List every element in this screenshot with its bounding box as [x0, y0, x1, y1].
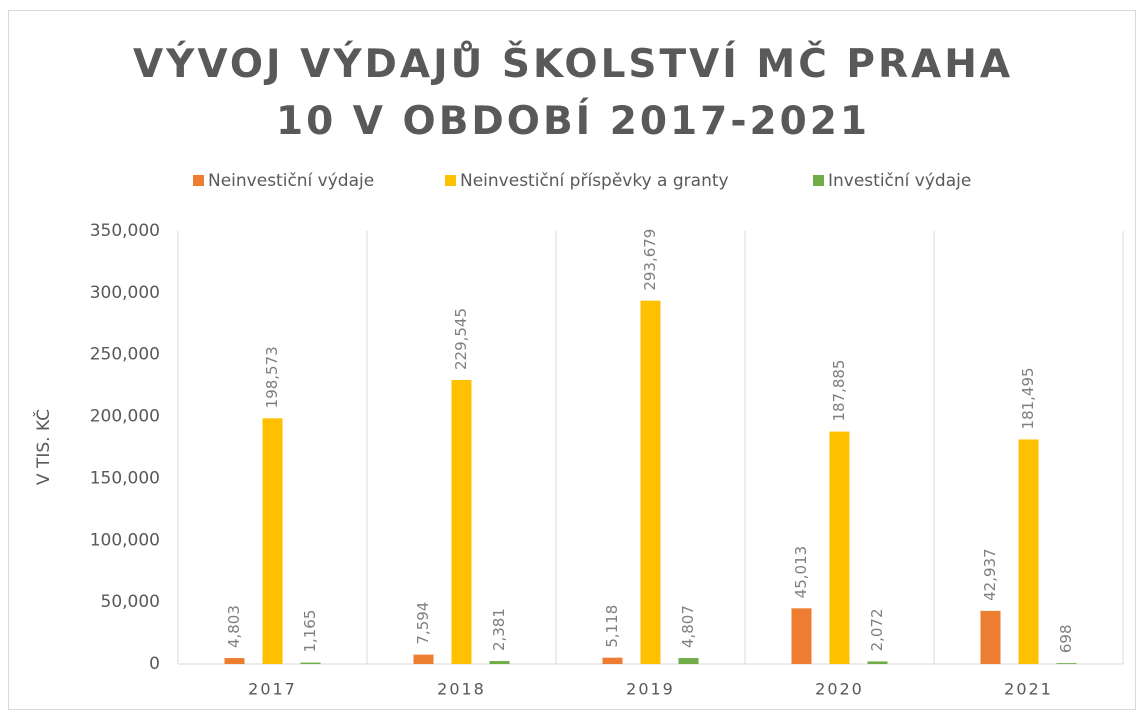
- legend-swatch: [193, 175, 204, 186]
- legend-label: Neinvestiční výdaje: [208, 171, 374, 191]
- bar: [1018, 439, 1039, 664]
- data-label: 187,885: [830, 360, 848, 422]
- y-tick-label: 100,000: [90, 530, 160, 550]
- data-label: 293,679: [641, 229, 659, 291]
- bar: [451, 380, 472, 664]
- data-label: 7,594: [414, 602, 432, 645]
- y-tick-label: 300,000: [90, 283, 160, 303]
- y-tick-label: 0: [149, 654, 160, 674]
- bar: [1056, 663, 1077, 664]
- data-label: 198,573: [263, 346, 281, 408]
- data-label: 42,937: [981, 548, 999, 601]
- bar: [678, 658, 699, 664]
- bar: [489, 661, 510, 664]
- bar: [602, 657, 623, 664]
- x-tick-label: 2019: [626, 680, 675, 699]
- data-label: 45,013: [792, 546, 810, 599]
- chart-title: VÝVOJ VÝDAJŮ ŠKOLSTVÍ MČ PRAHA 10 V OBDO…: [132, 42, 1014, 144]
- legend-swatch: [813, 175, 824, 186]
- data-label: 4,807: [679, 605, 697, 648]
- bar: [640, 300, 661, 664]
- data-label: 1,165: [301, 610, 319, 653]
- x-tick-label: 2017: [248, 680, 297, 699]
- y-tick-label: 200,000: [90, 407, 160, 427]
- x-tick-label: 2021: [1004, 680, 1053, 699]
- bar: [980, 610, 1001, 664]
- legend-swatch: [445, 175, 456, 186]
- data-label: 229,545: [452, 308, 470, 370]
- y-tick-label: 350,000: [90, 221, 160, 241]
- data-label: 4,803: [225, 605, 243, 648]
- data-label: 181,495: [1019, 367, 1037, 429]
- legend-label: Investiční výdaje: [828, 171, 971, 191]
- bar: [300, 662, 321, 664]
- data-label: 5,118: [603, 605, 621, 648]
- chart-border: [8, 10, 1136, 710]
- y-tick-label: 150,000: [90, 468, 160, 488]
- data-label: 2,381: [490, 608, 508, 651]
- y-tick-label: 250,000: [90, 345, 160, 365]
- x-tick-label: 2018: [437, 680, 486, 699]
- bar: [829, 431, 850, 664]
- legend-label: Neinvestiční příspěvky a granty: [460, 171, 729, 191]
- bar: [262, 418, 283, 664]
- bar: [224, 658, 245, 664]
- bar: [791, 608, 812, 664]
- y-axis-title: V TIS. KČ: [32, 409, 54, 485]
- bar: [867, 661, 888, 664]
- data-label: 2,072: [868, 608, 886, 651]
- y-tick-label: 50,000: [101, 592, 160, 612]
- x-tick-label: 2020: [815, 680, 864, 699]
- bar: [413, 654, 434, 664]
- data-label: 698: [1057, 624, 1075, 653]
